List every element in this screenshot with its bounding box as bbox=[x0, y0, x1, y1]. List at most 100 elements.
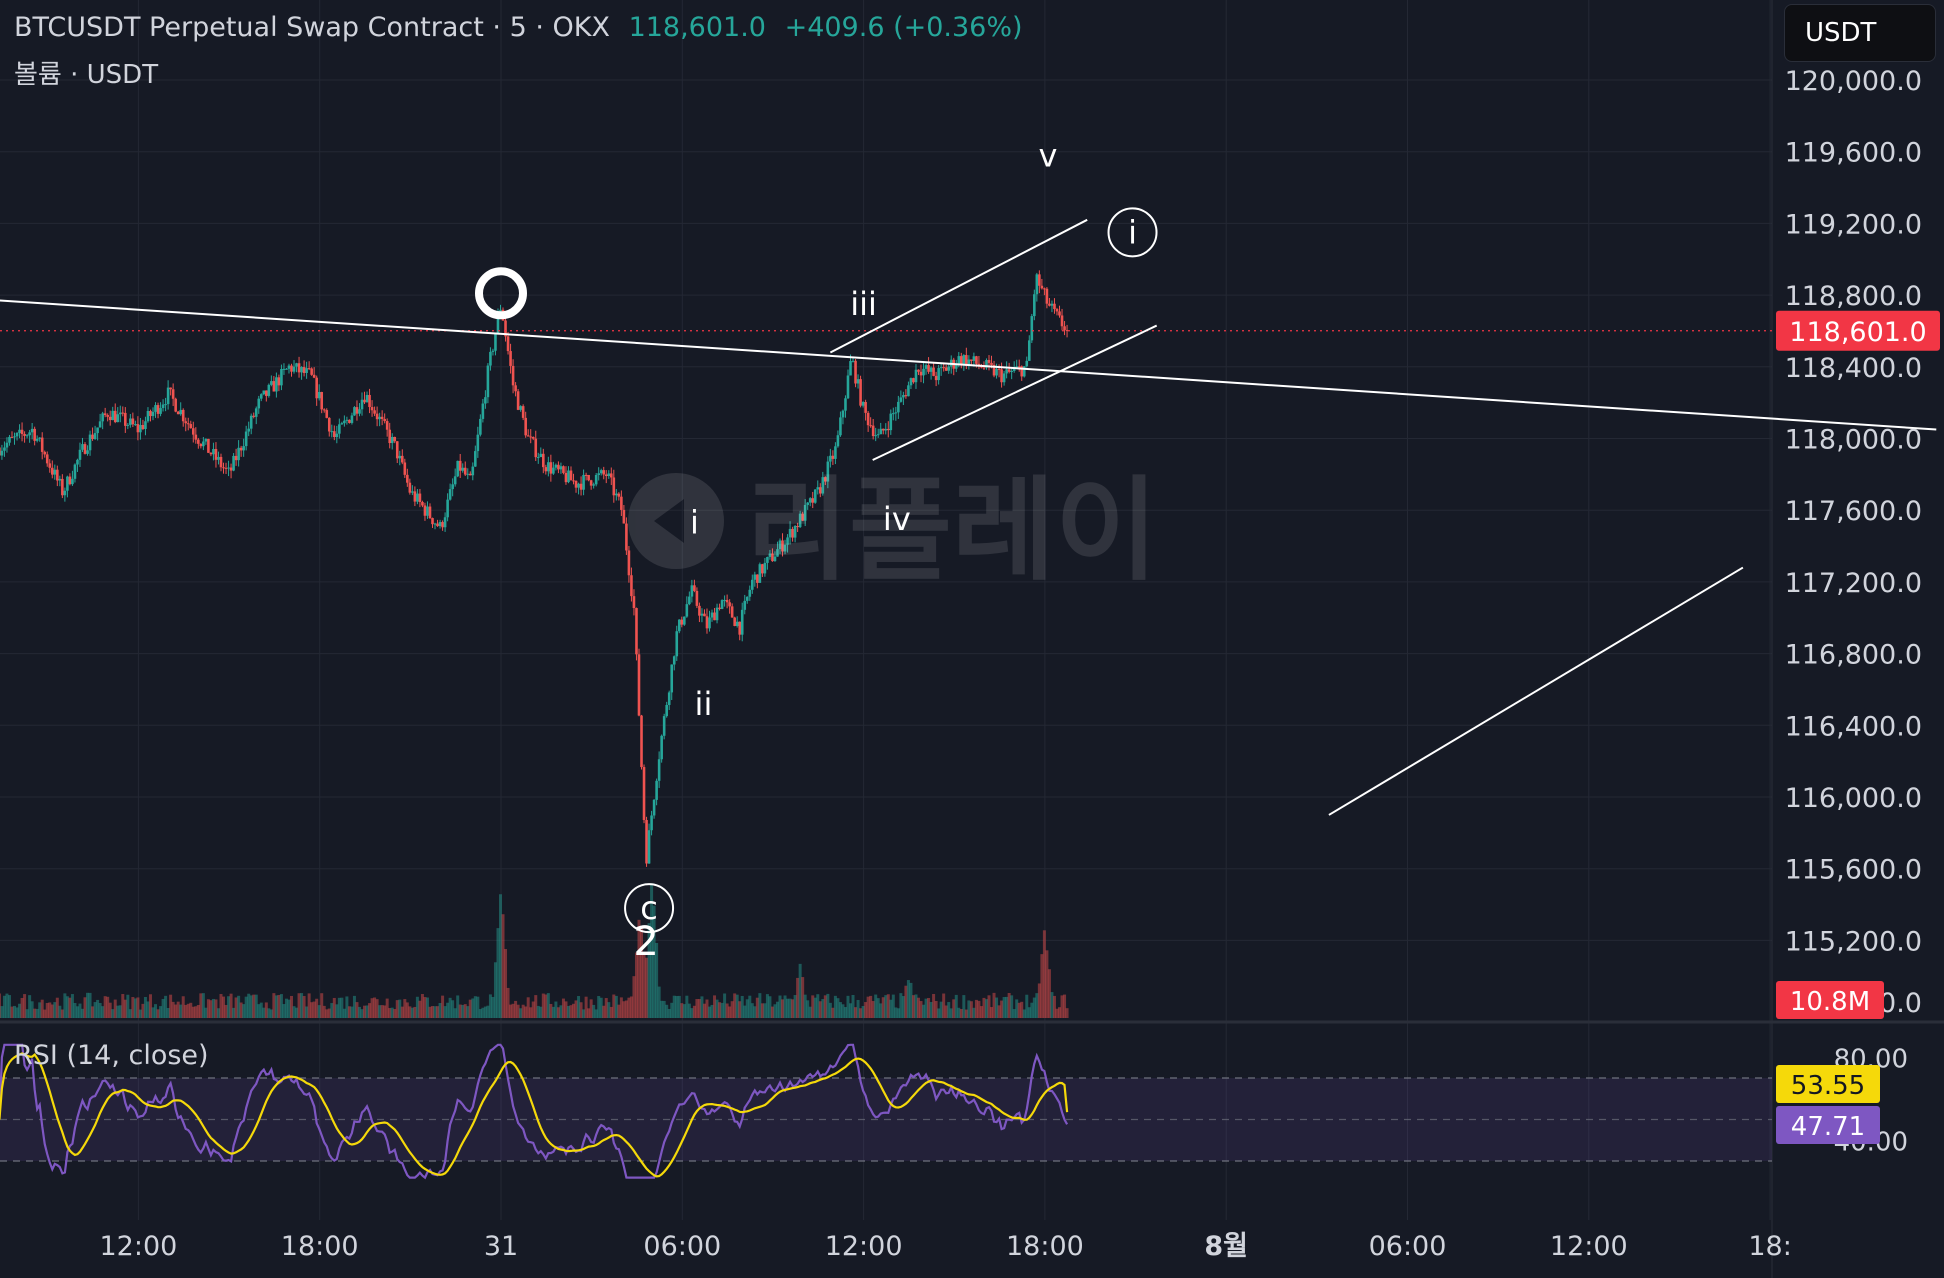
price-axis-label: 119,200.0 bbox=[1785, 209, 1922, 240]
volume-bar bbox=[652, 905, 656, 1018]
volume-bar bbox=[322, 1005, 326, 1018]
time-axis-label: 8월 bbox=[1204, 1231, 1248, 1262]
volume-bar bbox=[448, 997, 452, 1018]
candle-body bbox=[1063, 326, 1066, 331]
candle-body bbox=[791, 528, 794, 538]
volume-bar bbox=[486, 1005, 490, 1018]
volume-bar bbox=[300, 993, 304, 1018]
candle-body bbox=[864, 402, 867, 413]
candle-body bbox=[481, 403, 485, 419]
volume-bar bbox=[984, 999, 988, 1018]
candle-body bbox=[647, 830, 651, 864]
volume-bar bbox=[1032, 997, 1036, 1018]
candle-body bbox=[542, 453, 545, 468]
volume-bar bbox=[647, 923, 651, 1018]
volume-bar bbox=[282, 1004, 286, 1018]
candle-body bbox=[1020, 366, 1024, 377]
volume-bar bbox=[48, 1002, 52, 1018]
candle-body bbox=[700, 613, 704, 616]
candle-body bbox=[889, 413, 893, 431]
volume-bar bbox=[330, 1003, 334, 1018]
candle-body bbox=[428, 506, 432, 519]
candle-body bbox=[340, 423, 344, 425]
candle-body bbox=[529, 436, 533, 438]
candle-body bbox=[214, 448, 218, 460]
candle-body bbox=[620, 496, 623, 510]
volume-bar bbox=[685, 995, 689, 1018]
candle-body bbox=[922, 368, 925, 376]
currency-button[interactable]: USDT bbox=[1784, 4, 1936, 62]
volume-bar bbox=[88, 992, 92, 1018]
candle-body bbox=[101, 413, 104, 422]
volume-bar bbox=[713, 995, 717, 1018]
volume-bar bbox=[791, 999, 795, 1018]
volume-bar bbox=[962, 995, 966, 1018]
volume-bar bbox=[30, 1001, 34, 1018]
time-axis-label: 06:00 bbox=[1369, 1231, 1447, 1262]
volume-bars bbox=[0, 883, 1069, 1018]
candle-body bbox=[217, 456, 220, 460]
candle-body bbox=[63, 490, 67, 496]
candle-body bbox=[725, 599, 729, 603]
rsi-title[interactable]: RSI (14, close) bbox=[14, 1040, 209, 1071]
volume-bar bbox=[20, 997, 24, 1018]
candle-body bbox=[924, 365, 928, 369]
candle-body bbox=[280, 369, 283, 386]
candle-body bbox=[927, 365, 930, 372]
candle-body bbox=[108, 416, 112, 421]
candle-body bbox=[363, 399, 366, 403]
candle-body bbox=[474, 451, 477, 467]
volume-bar bbox=[672, 995, 676, 1018]
volume-bar bbox=[823, 995, 827, 1018]
candle-body bbox=[962, 355, 966, 365]
candle-body bbox=[788, 528, 792, 538]
symbol-name[interactable]: BTCUSDT Perpetual Swap Contract bbox=[14, 12, 484, 43]
candle-body bbox=[897, 401, 900, 413]
volume-bar bbox=[584, 996, 588, 1018]
candle-body bbox=[161, 404, 165, 409]
candle-body bbox=[536, 457, 540, 459]
interval-label[interactable]: 5 bbox=[509, 12, 527, 43]
volume-bar bbox=[438, 1003, 442, 1018]
candle-body bbox=[1053, 303, 1056, 310]
volume-bar bbox=[1045, 950, 1049, 1018]
volume-bar bbox=[992, 992, 996, 1018]
volume-bar bbox=[211, 998, 215, 1018]
replay-icon bbox=[628, 473, 724, 569]
volume-bar bbox=[189, 1002, 193, 1018]
grid bbox=[0, 0, 1772, 1220]
volume-bar bbox=[242, 1004, 246, 1018]
volume-bar bbox=[141, 1003, 145, 1018]
candle-body bbox=[58, 478, 62, 481]
candle-body bbox=[297, 363, 301, 373]
candle-body bbox=[91, 434, 94, 439]
volume-bar bbox=[126, 994, 130, 1018]
volume-bar bbox=[101, 1006, 105, 1018]
volume-bar bbox=[556, 1007, 560, 1018]
candle-body bbox=[436, 523, 439, 527]
candle-body bbox=[599, 470, 603, 474]
volume-bar bbox=[808, 1006, 812, 1018]
volume-label[interactable]: 볼륨 · USDT bbox=[14, 60, 159, 90]
candle-body bbox=[390, 436, 394, 444]
volume-bar bbox=[937, 1008, 941, 1018]
volume-bar bbox=[443, 1006, 447, 1018]
candle-body bbox=[315, 377, 318, 399]
volume-bar bbox=[634, 952, 638, 1018]
candle-body bbox=[25, 435, 29, 437]
volume-bar bbox=[103, 996, 107, 1018]
watermark-text: 리플레이 bbox=[746, 466, 1159, 596]
candle-body bbox=[582, 474, 585, 490]
candle-body bbox=[572, 480, 575, 482]
volume-bar bbox=[360, 1009, 364, 1018]
channel-upper-line bbox=[829, 218, 1088, 354]
volume-bar bbox=[511, 1003, 515, 1018]
candle-body bbox=[277, 377, 281, 386]
candle-body bbox=[446, 499, 449, 518]
candle-body bbox=[902, 395, 905, 398]
candle-body bbox=[547, 462, 550, 472]
volume-bar bbox=[83, 997, 87, 1018]
candle-body bbox=[957, 356, 961, 365]
